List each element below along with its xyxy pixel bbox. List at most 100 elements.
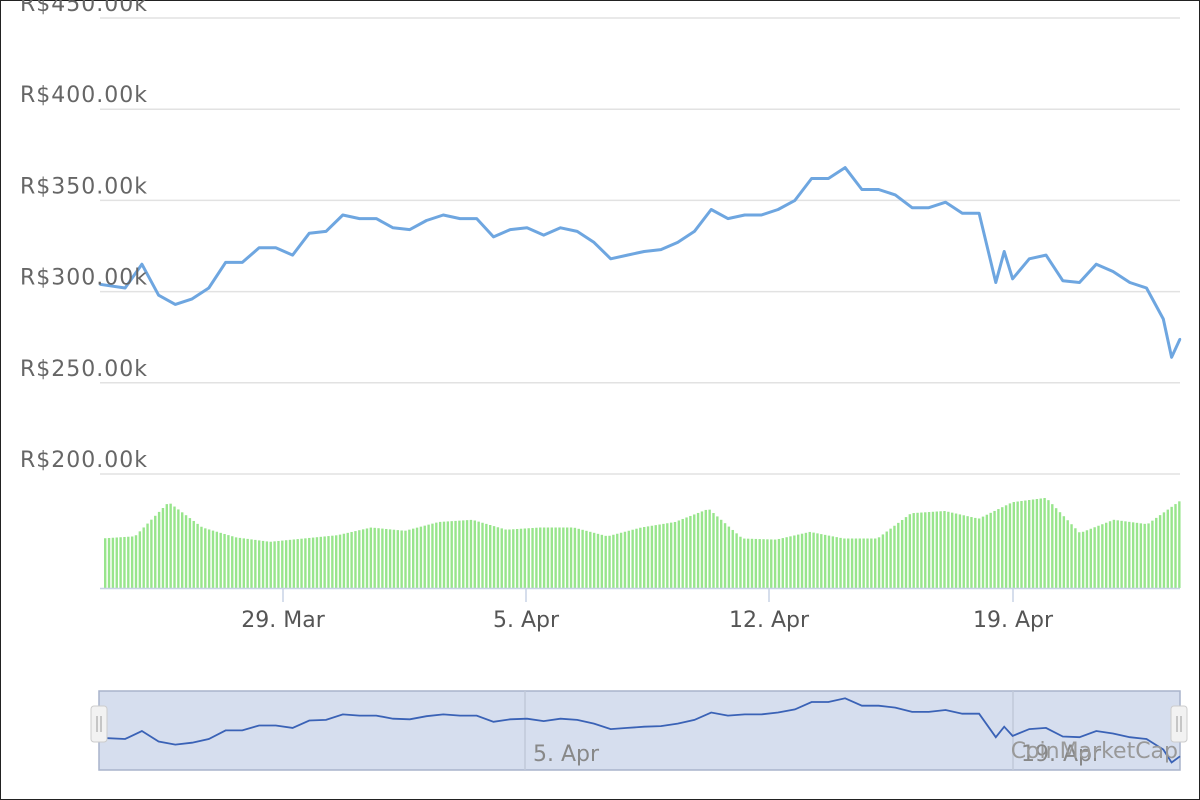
price-point[interactable] xyxy=(827,177,830,180)
price-point[interactable] xyxy=(241,261,244,264)
volume-bar xyxy=(831,536,835,588)
price-point[interactable] xyxy=(910,206,914,209)
price-point[interactable] xyxy=(408,228,411,231)
volume-bar xyxy=(1155,517,1158,588)
price-point[interactable] xyxy=(207,286,211,290)
price-point[interactable] xyxy=(525,226,529,229)
price-point[interactable] xyxy=(391,226,395,229)
volume-bar xyxy=(974,517,977,588)
price-point[interactable] xyxy=(877,188,880,191)
price-point[interactable] xyxy=(709,208,713,211)
price-point[interactable] xyxy=(341,213,344,217)
price-point[interactable] xyxy=(659,248,663,251)
price-point[interactable] xyxy=(1011,277,1014,281)
volume-bar xyxy=(204,528,207,588)
price-point[interactable] xyxy=(324,230,328,233)
price-point[interactable] xyxy=(1128,281,1131,284)
price-point[interactable] xyxy=(1002,250,1006,253)
price-point[interactable] xyxy=(860,188,864,191)
price-point[interactable] xyxy=(760,213,763,217)
price-point[interactable] xyxy=(676,241,679,244)
price-point[interactable] xyxy=(458,217,462,220)
price-point[interactable] xyxy=(542,233,545,237)
price-point[interactable] xyxy=(1044,253,1048,257)
price-point[interactable] xyxy=(743,213,746,217)
price-point[interactable] xyxy=(442,213,445,217)
price-point[interactable] xyxy=(174,303,177,306)
x-tick-label: 29. Mar xyxy=(241,608,325,633)
volume-bar xyxy=(385,528,388,588)
volume-bar xyxy=(469,519,473,588)
volume-bar xyxy=(1101,524,1104,588)
price-point[interactable] xyxy=(1095,263,1098,266)
price-point[interactable] xyxy=(576,230,579,233)
price-point[interactable] xyxy=(843,166,847,169)
price-line[interactable] xyxy=(99,166,1182,359)
price-point[interactable] xyxy=(726,217,730,220)
price-point[interactable] xyxy=(810,177,813,180)
price-point[interactable] xyxy=(642,250,646,253)
volume-bar xyxy=(115,537,118,588)
price-point[interactable] xyxy=(509,228,512,231)
price-point[interactable] xyxy=(1061,279,1064,282)
price-point[interactable] xyxy=(592,241,596,244)
price-point[interactable] xyxy=(1145,286,1148,290)
volume-bar xyxy=(223,533,226,588)
price-point[interactable] xyxy=(157,294,160,297)
handle-grip-icon[interactable] xyxy=(90,705,108,743)
price-point[interactable] xyxy=(994,281,998,284)
volume-bar xyxy=(639,527,642,588)
price-point[interactable] xyxy=(1178,337,1182,341)
volume-bar xyxy=(1089,528,1092,588)
volume-bar xyxy=(396,530,399,588)
price-point[interactable] xyxy=(140,263,144,266)
price-point[interactable] xyxy=(626,253,629,257)
price-point[interactable] xyxy=(927,206,931,209)
price-point[interactable] xyxy=(98,283,102,286)
volume-bar xyxy=(365,528,369,588)
price-point[interactable] xyxy=(308,232,311,235)
volume-bar xyxy=(211,530,215,588)
volume-bar xyxy=(542,527,546,588)
price-point[interactable] xyxy=(1028,257,1031,260)
volume-bar xyxy=(777,538,781,588)
navigator-handle-right[interactable] xyxy=(1170,705,1188,743)
navigator-window[interactable] xyxy=(98,690,1181,771)
price-point[interactable] xyxy=(291,253,294,257)
navigator-handle-left[interactable] xyxy=(90,705,108,743)
price-point[interactable] xyxy=(977,211,981,215)
volume-bar xyxy=(970,517,973,588)
price-point[interactable] xyxy=(257,246,261,250)
price-point[interactable] xyxy=(894,193,897,197)
volume-bar xyxy=(908,514,912,588)
price-point[interactable] xyxy=(944,201,947,204)
price-point[interactable] xyxy=(375,217,378,220)
volume-bar xyxy=(1004,505,1008,588)
credits-label[interactable]: CoinMarketCap xyxy=(1011,739,1178,764)
price-point[interactable] xyxy=(274,246,278,250)
volume-bar xyxy=(261,540,265,588)
price-point[interactable] xyxy=(358,217,361,220)
price-point[interactable] xyxy=(793,199,797,202)
price-point[interactable] xyxy=(190,297,194,301)
price-point[interactable] xyxy=(1170,356,1173,359)
price-point[interactable] xyxy=(1111,270,1115,273)
price-point[interactable] xyxy=(693,230,696,233)
price-series[interactable] xyxy=(98,166,1182,359)
price-point[interactable] xyxy=(559,226,562,229)
price-point[interactable] xyxy=(1078,281,1081,284)
handle-grip-icon[interactable] xyxy=(1170,705,1188,743)
price-point[interactable] xyxy=(475,217,478,220)
price-point[interactable] xyxy=(425,219,428,222)
volume-bar xyxy=(966,516,969,588)
price-point[interactable] xyxy=(224,261,227,264)
price-point[interactable] xyxy=(492,235,495,239)
price-point[interactable] xyxy=(776,208,780,211)
price-point[interactable] xyxy=(1162,317,1165,321)
navigator[interactable]: 5. Apr 19. Apr xyxy=(90,690,1188,771)
price-point[interactable] xyxy=(609,257,612,260)
y-tick-label: R$300.00k xyxy=(20,266,148,291)
price-point[interactable] xyxy=(961,211,964,215)
price-point[interactable] xyxy=(123,286,127,290)
